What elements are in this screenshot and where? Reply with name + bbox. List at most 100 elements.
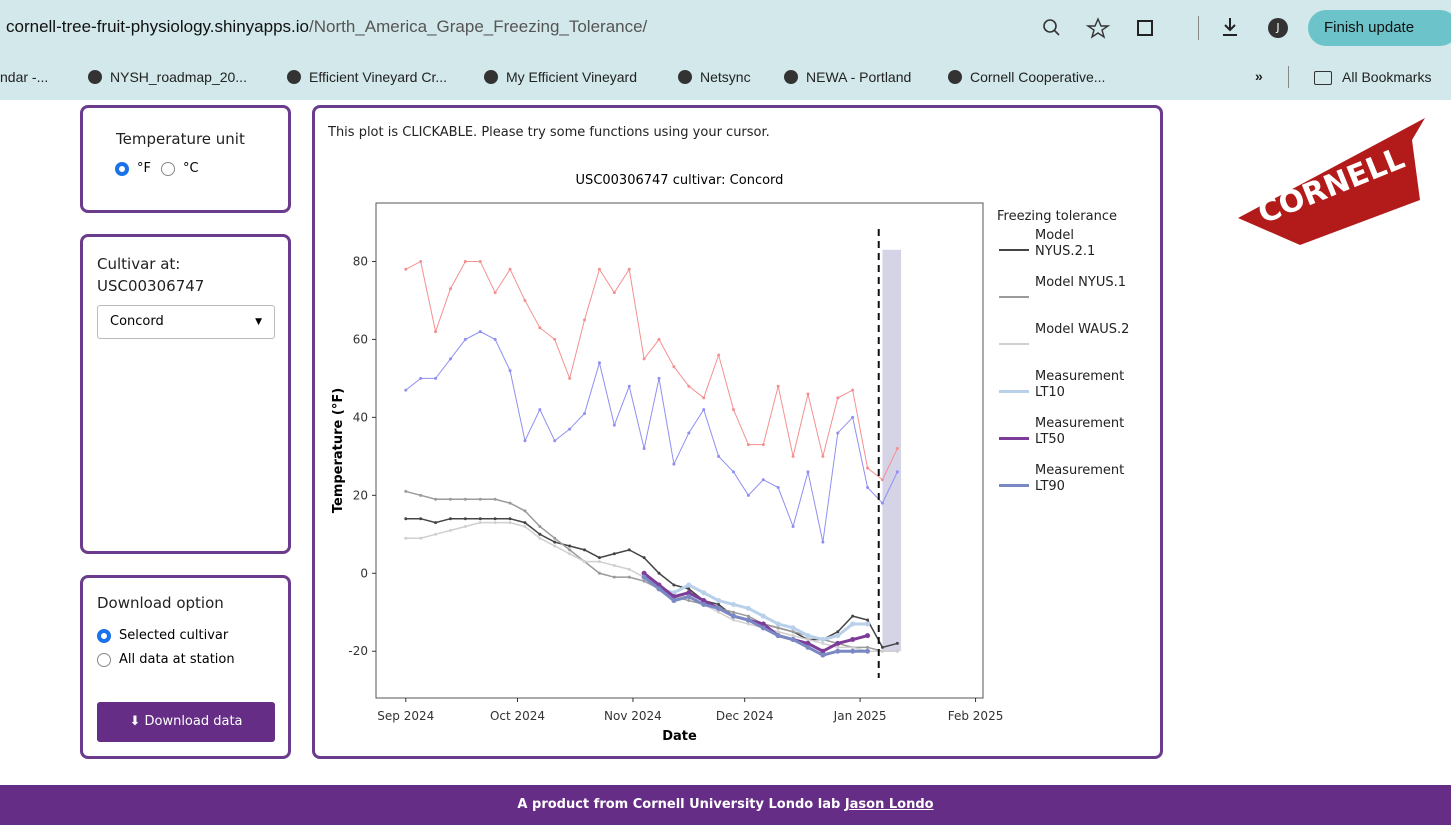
data-point [895,649,899,653]
bookmark-label: Netsync [700,69,751,85]
update-button[interactable]: Finish update [1308,10,1451,46]
url[interactable]: cornell-tree-fruit-physiology.shinyapps.… [6,17,647,37]
unit-option[interactable]: °F [115,161,151,176]
legend-entry[interactable]: Model NYUS.2.1 [997,228,1147,275]
data-point [612,423,616,427]
download-icon[interactable] [1220,15,1250,41]
bookmark[interactable]: My Efficient Vineyard [484,69,637,85]
unit-label: °C [182,161,199,176]
data-point [821,454,825,458]
data-point [448,528,452,532]
download-option[interactable]: All data at station [97,648,235,672]
data-point [508,517,512,521]
download-option[interactable]: Selected cultivar [97,624,235,648]
data-point [419,376,423,380]
data-point [463,259,467,263]
data-point [761,478,765,482]
data-point [806,392,810,396]
bookmarks-more[interactable]: » [1255,68,1263,84]
data-point [820,648,826,654]
data-point [493,337,497,341]
download-options: Selected cultivar All data at station [97,624,235,672]
bookmark[interactable]: Efficient Vineyard Cr... [287,69,447,85]
data-point [672,365,676,369]
bookmark-label: Cornell Cooperative... [970,69,1106,85]
download-panel: Download option Selected cultivar All dat… [80,575,291,759]
data-point [656,586,662,592]
cultivar-label-text: Cultivar at: [97,255,181,273]
cultivar-select[interactable]: Concord ▼ [97,305,275,339]
y-tick-label: 20 [353,488,368,502]
data-point [597,560,601,564]
footer-link[interactable]: Jason Londo [844,797,934,812]
plot-frame [375,202,984,699]
data-point [821,641,825,645]
data-point [701,598,707,604]
data-point [760,625,766,631]
data-point [568,548,572,552]
data-point [775,633,781,639]
data-point [761,443,765,447]
legend-entry[interactable]: Model NYUS.1 [997,275,1147,322]
bookmark[interactable]: NYSH_roadmap_20... [88,69,247,85]
data-point [478,497,482,501]
legend-entry[interactable]: Measurement LT90 [997,463,1147,510]
data-point [627,384,631,388]
legend-entry[interactable]: Measurement LT10 [997,369,1147,416]
download-button-label: Download data [144,714,243,729]
bookmark[interactable]: Cornell Cooperative... [948,69,1105,85]
data-point [538,326,542,330]
download-option-label: Selected cultivar [119,628,229,643]
data-point [805,640,811,646]
data-point [717,602,721,606]
unit-title: Temperature unit [116,130,245,148]
data-point [657,376,661,380]
legend-label: Model NYUS.1 [1035,275,1126,290]
data-point [836,396,840,400]
data-point [686,594,692,600]
data-point [880,645,884,649]
data-point [597,361,601,365]
data-point [404,517,408,521]
series-line [405,260,898,481]
data-point [702,408,706,412]
legend-entry[interactable]: Model WAUS.2 [997,322,1147,369]
chart-title: USC00306747 cultivar: Concord [576,173,784,188]
data-point [404,536,408,540]
data-point [434,497,438,501]
legend-swatch [999,249,1029,251]
cultivar-panel: Cultivar at: USC00306747 Concord ▼ [80,234,291,554]
data-point [746,493,750,497]
bookmark-label: NYSH_roadmap_20... [110,69,247,85]
legend-entry[interactable]: Measurement LT50 [997,416,1147,463]
bookmark[interactable]: NEWA - Portland [784,69,911,85]
x-axis-label: Date [662,729,697,744]
data-point [568,376,572,380]
data-point [642,447,646,451]
radio [97,652,111,667]
data-point [641,574,647,580]
data-point [404,267,408,271]
data-point [776,384,780,388]
bookmark[interactable]: Netsync [678,69,751,85]
data-point [627,548,631,552]
legend-swatch [999,484,1029,487]
data-point [686,590,692,596]
address-bar: cornell-tree-fruit-physiology.shinyapps.… [0,0,1451,56]
profile[interactable]: J [1268,18,1288,38]
data-point [836,645,840,649]
download-button[interactable]: ⬇ Download data [97,702,275,742]
bookmark[interactable]: ndar -... [0,69,48,85]
unit-option[interactable]: °C [160,161,199,176]
radio [115,161,129,176]
all-bookmarks[interactable]: All Bookmarks [1342,69,1432,85]
data-point [508,501,512,505]
data-point [746,443,750,447]
data-point [776,630,780,634]
data-point [463,337,467,341]
bookmark-label: ndar -... [0,69,49,85]
legend-label: Model NYUS.2.1 [1035,228,1096,259]
bookmark-icon [784,70,798,84]
bookmark-label: Efficient Vineyard Cr... [309,69,447,85]
